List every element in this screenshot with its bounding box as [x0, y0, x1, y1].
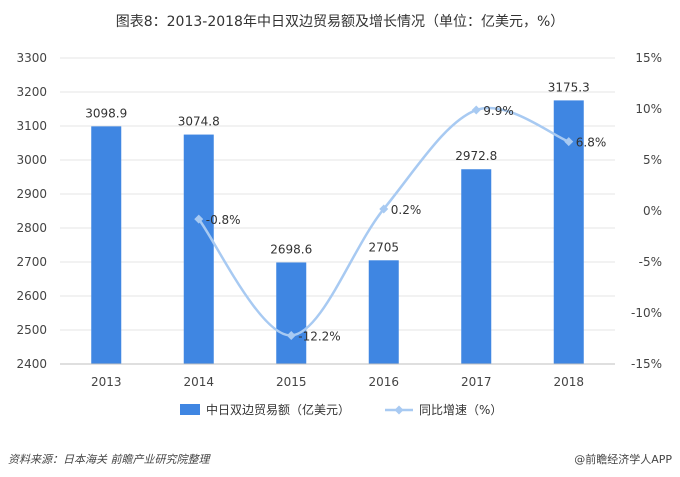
left-axis-tick-label: 2800	[16, 221, 47, 235]
left-axis-tick-label: 2600	[16, 289, 47, 303]
left-axis-tick-label: 3300	[16, 51, 47, 65]
right-axis-tick-label: 15%	[635, 51, 662, 65]
bar	[368, 260, 399, 364]
bar-value-label: 3175.3	[548, 80, 590, 94]
left-axis-tick-label: 2400	[16, 357, 47, 371]
left-axis-tick-label: 3100	[16, 119, 47, 133]
bar-value-label: 3098.9	[85, 106, 127, 120]
bar-value-label: 2972.8	[455, 149, 497, 163]
line-value-label: 0.2%	[391, 203, 422, 217]
chart-title: 图表8：2013-2018年中日双边贸易额及增长情况（单位：亿美元，%）	[116, 14, 565, 30]
legend-line-label: 同比增速（%）	[419, 403, 502, 417]
line-point	[286, 330, 296, 340]
line-point	[564, 137, 574, 147]
x-axis-tick-label: 2013	[91, 375, 122, 389]
right-axis-tick-label: 5%	[643, 153, 662, 167]
left-axis-tick-label: 2900	[16, 187, 47, 201]
left-axis-tick-label: 2700	[16, 255, 47, 269]
growth-rate-line	[197, 106, 570, 337]
line-point	[194, 214, 204, 224]
line-value-label: 6.8%	[576, 136, 607, 150]
line-point	[379, 204, 389, 214]
left-axis-tick-label: 2500	[16, 323, 47, 337]
x-axis-tick-label: 2016	[368, 375, 399, 389]
bar-value-label: 2705	[368, 240, 399, 254]
legend-bar-swatch	[180, 404, 200, 415]
x-axis-tick-label: 2015	[276, 375, 307, 389]
line-value-label: -0.8%	[206, 213, 241, 227]
x-axis-tick-label: 2017	[461, 375, 492, 389]
line-value-label: 9.9%	[483, 104, 514, 118]
x-axis-tick-label: 2018	[553, 375, 584, 389]
right-axis-tick-label: -5%	[639, 255, 662, 269]
left-axis-tick-label: 3200	[16, 85, 47, 99]
bar	[91, 126, 122, 365]
line-value-label: -12.2%	[298, 329, 340, 343]
bar	[461, 169, 492, 364]
left-axis-tick-label: 3000	[16, 153, 47, 167]
bar-value-label: 3074.8	[178, 115, 220, 129]
brand-note: @前瞻经济学人APP	[574, 452, 672, 466]
right-axis-tick-label: 10%	[635, 102, 662, 116]
right-axis-tick-label: -10%	[631, 306, 662, 320]
bar-value-label: 2698.6	[270, 242, 312, 256]
bar	[276, 262, 307, 364]
right-axis-tick-label: -15%	[631, 357, 662, 371]
legend-line-marker	[394, 405, 404, 415]
bar	[183, 134, 214, 364]
legend-bar-label: 中日双边贸易额（亿美元）	[206, 402, 350, 417]
source-note: 资料来源：日本海关 前瞻产业研究院整理	[8, 453, 211, 466]
line-point	[471, 105, 481, 115]
x-axis-tick-label: 2014	[183, 375, 214, 389]
right-axis-tick-label: 0%	[643, 204, 662, 218]
